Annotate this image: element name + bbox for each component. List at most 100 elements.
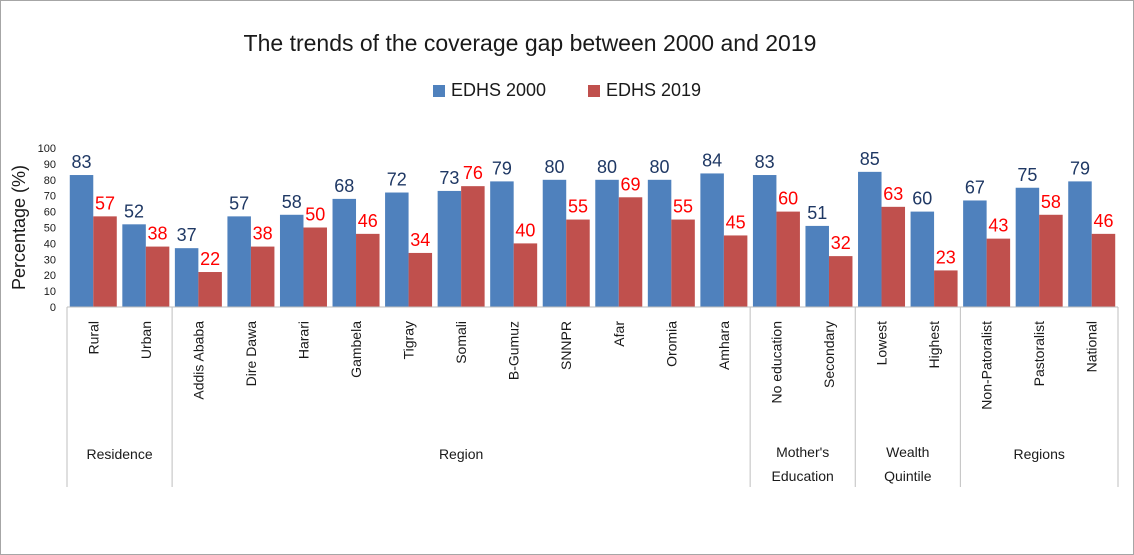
bar-edhs-2000: [805, 225, 829, 307]
bar-edhs-2000: [963, 200, 987, 307]
category-label: Harari: [295, 321, 311, 359]
data-label-edhs-2000: 68: [334, 176, 354, 196]
data-label-edhs-2019: 46: [358, 211, 378, 231]
y-tick-label: 60: [44, 207, 56, 219]
data-label-edhs-2000: 52: [124, 201, 144, 221]
data-label-edhs-2019: 57: [95, 193, 115, 213]
bar-edhs-2019: [723, 235, 748, 307]
data-label-edhs-2019: 32: [831, 233, 851, 253]
data-label-edhs-2000: 73: [439, 168, 459, 188]
bar-edhs-2019: [145, 246, 170, 307]
bar-edhs-2000: [332, 198, 357, 307]
bar-edhs-2000: [1068, 181, 1092, 307]
y-tick-label: 20: [44, 270, 56, 282]
data-label-edhs-2000: 79: [1070, 158, 1090, 178]
bar-edhs-2019: [93, 216, 117, 307]
data-label-edhs-2000: 57: [229, 193, 249, 213]
bar-edhs-2000: [279, 214, 304, 307]
data-label-edhs-2000: 84: [702, 150, 722, 170]
data-label-edhs-2000: 83: [755, 152, 775, 172]
y-tick-label: 10: [44, 286, 56, 298]
bar-edhs-2019: [934, 270, 958, 307]
data-label-edhs-2019: 55: [673, 197, 693, 217]
bar-edhs-2019: [618, 197, 643, 307]
bar-edhs-2019: [461, 186, 485, 307]
legend-swatch-edhs-2000: [432, 84, 445, 97]
bar-edhs-2000: [122, 224, 146, 307]
bar-edhs-2000: [227, 216, 251, 307]
data-label-edhs-2000: 79: [492, 158, 512, 178]
y-tick-label: 90: [44, 159, 56, 171]
bar-edhs-2000: [437, 190, 462, 307]
y-tick-label: 70: [44, 191, 56, 203]
group-label: Regions: [1013, 446, 1064, 462]
data-label-edhs-2019: 38: [253, 224, 273, 244]
y-tick-label: 100: [38, 143, 56, 155]
bar-edhs-2019: [776, 211, 800, 307]
data-label-edhs-2019: 60: [778, 189, 798, 209]
data-label-edhs-2000: 51: [807, 203, 827, 223]
legend-item-edhs-2000: EDHS 2000: [432, 80, 546, 101]
data-label-edhs-2000: 37: [177, 225, 197, 245]
group-label: Residence: [86, 446, 152, 462]
category-label: Addis Ababa: [190, 321, 206, 400]
bar-edhs-2000: [752, 175, 777, 307]
bar-edhs-2000: [174, 248, 199, 307]
category-label: Secondary: [821, 321, 837, 388]
y-axis-label: Percentage (%): [9, 165, 29, 290]
bar-edhs-2019: [828, 256, 853, 307]
category-label: Dire Dawa: [243, 321, 259, 387]
data-label-edhs-2019: 76: [463, 163, 483, 183]
bar-edhs-2000: [910, 211, 935, 307]
data-label-edhs-2019: 38: [148, 224, 168, 244]
bar-edhs-2019: [198, 272, 222, 307]
bar-edhs-2000: [700, 173, 724, 307]
data-label-edhs-2019: 55: [568, 197, 588, 217]
data-label-edhs-2000: 58: [282, 192, 302, 212]
data-label-edhs-2019: 23: [936, 247, 956, 267]
bar-edhs-2000: [490, 181, 514, 307]
data-label-edhs-2019: 45: [726, 212, 746, 232]
data-label-edhs-2019: 43: [988, 216, 1008, 236]
bar-edhs-2019: [986, 238, 1011, 307]
group-label-line: Quintile: [884, 468, 932, 484]
y-tick-label: 40: [44, 238, 56, 250]
data-label-edhs-2000: 75: [1017, 165, 1037, 185]
data-label-edhs-2019: 50: [305, 205, 325, 225]
bar-edhs-2000: [385, 192, 409, 307]
data-label-edhs-2019: 40: [515, 220, 535, 240]
data-label-edhs-2000: 80: [597, 157, 617, 177]
y-tick-label: 50: [44, 223, 56, 235]
category-label: Amhara: [716, 321, 732, 370]
legend-swatch-edhs-2019: [588, 84, 600, 97]
category-label: B-Gumuz: [506, 321, 522, 380]
y-tick-label: 0: [50, 302, 56, 314]
bar-edhs-2000: [542, 179, 567, 307]
bar-edhs-2000: [858, 171, 882, 307]
data-label-edhs-2000: 72: [387, 170, 407, 190]
bar-edhs-2019: [566, 219, 590, 307]
legend-label-edhs-2019: EDHS 2019: [606, 80, 702, 100]
y-tick-label: 80: [44, 175, 56, 187]
category-label: Non-Patoralist: [979, 321, 995, 410]
data-label-edhs-2000: 80: [544, 157, 564, 177]
data-label-edhs-2000: 85: [860, 149, 880, 169]
bar-edhs-2019: [881, 206, 906, 307]
bar-edhs-2000: [69, 175, 94, 307]
data-label-edhs-2019: 46: [1093, 211, 1113, 231]
group-label-line: Mother's: [776, 444, 829, 460]
category-label: Pastoralist: [1031, 321, 1047, 386]
category-label: SNNPR: [558, 321, 574, 370]
data-label-edhs-2019: 69: [621, 174, 641, 194]
legend-item-edhs-2019: EDHS 2019: [588, 80, 701, 101]
data-label-edhs-2000: 80: [650, 157, 670, 177]
category-label: Urban: [138, 321, 154, 359]
category-label: Tigray: [401, 321, 417, 359]
chart-legend: EDHS 2000 EDHS 2019: [0, 80, 1134, 101]
bar-edhs-2019: [1039, 214, 1063, 307]
data-label-edhs-2000: 60: [912, 189, 932, 209]
data-label-edhs-2000: 67: [965, 177, 985, 197]
group-label: Region: [439, 446, 483, 462]
bar-edhs-2019: [513, 243, 538, 307]
